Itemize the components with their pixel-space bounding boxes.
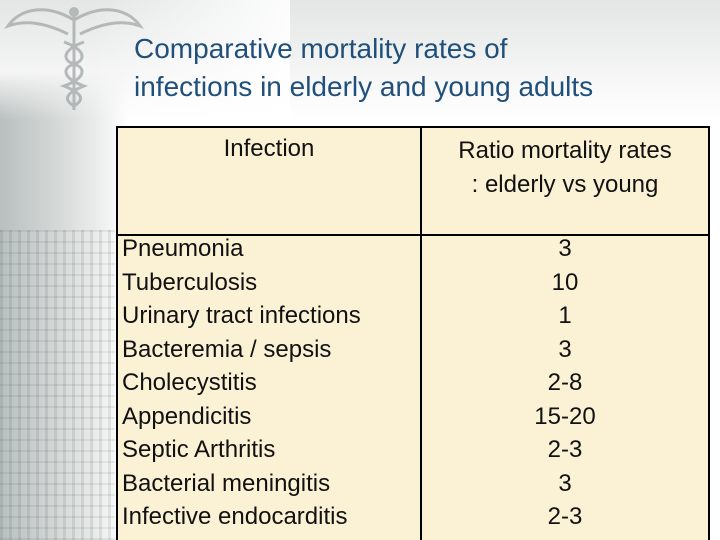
table-column-divider [420, 128, 422, 540]
caduceus-icon [4, 7, 144, 110]
infection-cell: Urinary tract infections [122, 302, 361, 329]
header-ratio-line-1: Ratio mortality rates [458, 137, 672, 164]
table-header-divider [118, 234, 708, 236]
infection-cell: Pneumonia [122, 235, 244, 262]
title-line-1: Comparative mortality rates of [134, 33, 508, 64]
infection-cell: Bacterial meningitis [122, 469, 331, 497]
header-ratio-line-2: : elderly vs young [471, 171, 659, 198]
infection-cell: Infective endocarditis [122, 503, 348, 530]
ratio-column: 3 10 1 3 2-8 15-20 2-3 3 2-3 [422, 232, 708, 534]
title-line-2: infections in elderly and young adults [134, 71, 594, 102]
ratio-cell: 1 [558, 302, 572, 329]
header-infection: Infection [223, 135, 315, 162]
infection-cell: Bacteremia / sepsis [122, 335, 332, 363]
ratio-cell: 2-8 [547, 369, 583, 396]
mortality-table: Infection Ratio mortality rates : elderl… [116, 126, 710, 540]
infection-cell: Tuberculosis [122, 268, 258, 296]
infection-column: Pneumonia Tuberculosis Urinary tract inf… [122, 232, 418, 534]
infection-cell: Cholecystitis [122, 369, 257, 396]
ratio-cell: 2-3 [547, 436, 583, 463]
ratio-cell: 3 [558, 469, 572, 497]
ratio-cell: 3 [558, 235, 572, 262]
slide-title: Comparative mortality rates of infection… [134, 30, 714, 106]
ratio-cell: 10 [551, 268, 579, 296]
infection-cell: Septic Arthritis [122, 436, 276, 463]
header-ratio: Ratio mortality rates : elderly vs young [422, 134, 708, 202]
ratio-cell: 2-3 [547, 503, 583, 530]
ratio-cell: 15-20 [534, 402, 596, 430]
ratio-cell: 3 [558, 335, 572, 363]
infection-cell: Appendicitis [122, 402, 252, 430]
